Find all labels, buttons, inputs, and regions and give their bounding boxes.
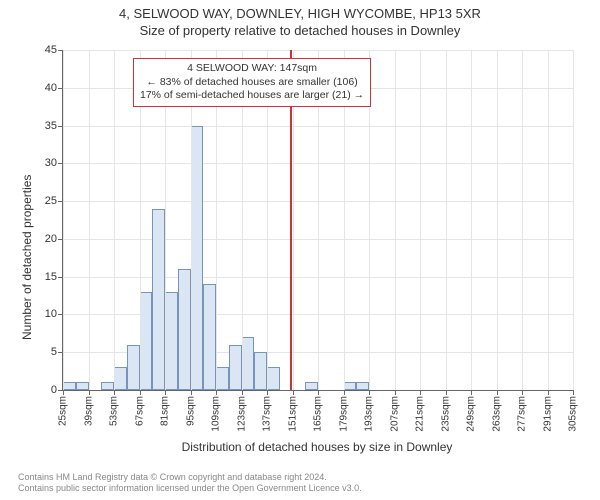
xtick-label: 165sqm <box>313 396 324 432</box>
ytick-label: 30 <box>45 157 57 169</box>
xtick-mark <box>216 390 217 395</box>
histogram-bar <box>178 269 191 390</box>
histogram-bar <box>114 367 127 390</box>
annotation-line2: ← 83% of detached houses are smaller (10… <box>140 76 364 90</box>
ytick-label: 45 <box>45 44 57 56</box>
xtick-label: 95sqm <box>185 396 196 426</box>
gridline-v <box>63 50 64 390</box>
xtick-label: 109sqm <box>211 396 222 432</box>
ytick-label: 0 <box>51 384 57 396</box>
xtick-label: 123sqm <box>236 396 247 432</box>
xtick-mark <box>140 390 141 395</box>
histogram-bar <box>242 337 255 390</box>
gridline-v <box>548 50 549 390</box>
gridline-v <box>446 50 447 390</box>
xtick-label: 137sqm <box>262 396 273 432</box>
xtick-label: 67sqm <box>134 396 145 426</box>
annotation-box: 4 SELWOOD WAY: 147sqm← 83% of detached h… <box>133 58 371 107</box>
chart-title-sub: Size of property relative to detached ho… <box>0 21 600 38</box>
xtick-label: 53sqm <box>109 396 120 426</box>
xtick-mark <box>573 390 574 395</box>
histogram-bar <box>254 352 267 390</box>
histogram-bar <box>152 209 165 390</box>
gridline-v <box>497 50 498 390</box>
xtick-mark <box>114 390 115 395</box>
histogram-bar <box>356 382 369 390</box>
histogram-bar <box>216 367 229 390</box>
xtick-mark <box>242 390 243 395</box>
annotation-line3: 17% of semi-detached houses are larger (… <box>140 89 364 103</box>
xtick-mark <box>165 390 166 395</box>
histogram-bar <box>344 382 357 390</box>
xtick-mark <box>522 390 523 395</box>
gridline-v <box>420 50 421 390</box>
xtick-mark <box>293 390 294 395</box>
xtick-mark <box>63 390 64 395</box>
xtick-label: 277sqm <box>517 396 528 432</box>
xtick-mark <box>267 390 268 395</box>
plot-area: 05101520253035404525sqm39sqm53sqm67sqm81… <box>62 50 573 391</box>
gridline-v <box>89 50 90 390</box>
histogram-bar <box>127 345 140 390</box>
xtick-label: 235sqm <box>440 396 451 432</box>
xtick-mark <box>395 390 396 395</box>
x-axis-label: Distribution of detached houses by size … <box>62 440 572 454</box>
footer-line2: Contains public sector information licen… <box>18 483 362 494</box>
gridline-v <box>114 50 115 390</box>
ytick-label: 5 <box>51 346 57 358</box>
histogram-bar <box>203 284 216 390</box>
footer-line1: Contains HM Land Registry data © Crown c… <box>18 472 362 483</box>
xtick-mark <box>318 390 319 395</box>
annotation-line1: 4 SELWOOD WAY: 147sqm <box>140 62 364 76</box>
xtick-mark <box>191 390 192 395</box>
ytick-label: 20 <box>45 233 57 245</box>
gridline-v <box>395 50 396 390</box>
xtick-label: 39sqm <box>83 396 94 426</box>
xtick-mark <box>446 390 447 395</box>
xtick-mark <box>548 390 549 395</box>
xtick-label: 25sqm <box>58 396 69 426</box>
xtick-mark <box>89 390 90 395</box>
xtick-label: 207sqm <box>389 396 400 432</box>
histogram-bar <box>267 367 280 390</box>
xtick-mark <box>420 390 421 395</box>
footer-attribution: Contains HM Land Registry data © Crown c… <box>18 472 362 494</box>
xtick-mark <box>497 390 498 395</box>
gridline-v <box>522 50 523 390</box>
ytick-label: 35 <box>45 120 57 132</box>
gridline-v <box>471 50 472 390</box>
y-axis-label: Number of detached properties <box>20 175 34 340</box>
xtick-label: 179sqm <box>338 396 349 432</box>
ytick-label: 25 <box>45 195 57 207</box>
xtick-mark <box>369 390 370 395</box>
ytick-label: 10 <box>45 308 57 320</box>
chart-container: 4, SELWOOD WAY, DOWNLEY, HIGH WYCOMBE, H… <box>0 0 600 500</box>
histogram-bar <box>229 345 242 390</box>
xtick-mark <box>471 390 472 395</box>
histogram-bar <box>140 292 153 390</box>
gridline-v <box>573 50 574 390</box>
xtick-label: 221sqm <box>415 396 426 432</box>
histogram-bar <box>63 382 76 390</box>
histogram-bar <box>165 292 178 390</box>
histogram-bar <box>191 126 204 390</box>
xtick-label: 151sqm <box>287 396 298 432</box>
xtick-label: 291sqm <box>542 396 553 432</box>
xtick-label: 81sqm <box>160 396 171 426</box>
xtick-mark <box>344 390 345 395</box>
chart-title-main: 4, SELWOOD WAY, DOWNLEY, HIGH WYCOMBE, H… <box>0 0 600 21</box>
xtick-label: 193sqm <box>364 396 375 432</box>
xtick-label: 305sqm <box>568 396 579 432</box>
ytick-label: 40 <box>45 82 57 94</box>
histogram-bar <box>305 382 318 390</box>
ytick-label: 15 <box>45 271 57 283</box>
histogram-bar <box>101 382 114 390</box>
xtick-label: 263sqm <box>491 396 502 432</box>
xtick-label: 249sqm <box>466 396 477 432</box>
histogram-bar <box>76 382 89 390</box>
